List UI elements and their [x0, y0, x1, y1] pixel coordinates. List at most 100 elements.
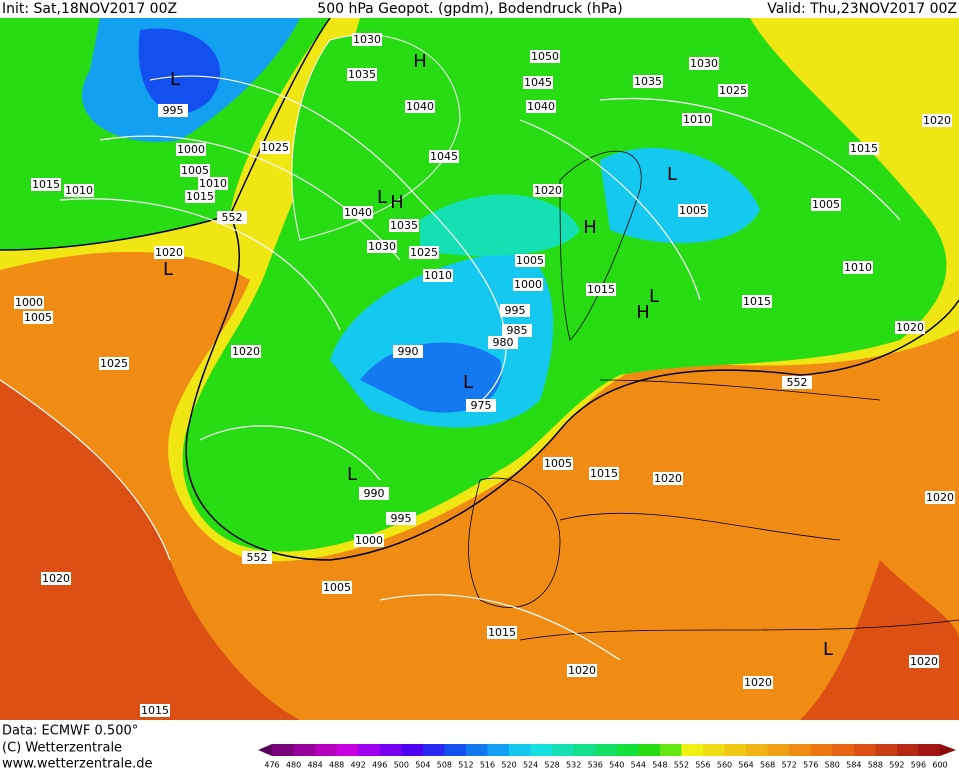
legend-tick-label: 580 — [825, 761, 840, 770]
label-box — [347, 68, 377, 81]
isobar-label: 1040 — [527, 100, 555, 113]
label-box — [682, 113, 712, 126]
label-box — [543, 457, 573, 470]
label-box — [409, 246, 439, 259]
legend-swatch — [552, 744, 575, 756]
label-box — [742, 295, 772, 308]
label-box — [352, 33, 382, 46]
legend-swatch — [336, 744, 359, 756]
isobar-label: 1045 — [430, 150, 458, 163]
legend-arrow — [258, 744, 272, 756]
label-box — [678, 204, 708, 217]
label-box — [154, 246, 184, 259]
label-box — [523, 76, 553, 89]
legend-tick-label: 492 — [351, 761, 366, 770]
isobar-label: 1035 — [348, 68, 376, 81]
legend-swatch — [810, 744, 833, 756]
legend-swatch — [638, 744, 661, 756]
legend-swatch — [681, 744, 704, 756]
legend-tick-label: 588 — [868, 761, 883, 770]
isobar-label: 1000 — [514, 278, 542, 291]
label-box — [429, 150, 459, 163]
isobar-label: 1010 — [65, 184, 93, 197]
legend-swatch — [789, 744, 812, 756]
isobar-label: 1005 — [679, 204, 707, 217]
label-box — [633, 75, 663, 88]
legend-tick-label: 592 — [889, 761, 904, 770]
isobar-label: 1015 — [590, 467, 618, 480]
isobar-label: 1020 — [744, 676, 772, 689]
legend-swatch — [832, 744, 855, 756]
isobar-label: 1020 — [896, 321, 924, 334]
label-box — [895, 321, 925, 334]
label-box — [502, 324, 532, 337]
legend-swatch — [379, 744, 402, 756]
label-box — [515, 254, 545, 267]
label-box — [530, 50, 560, 63]
legend-tick-label: 532 — [566, 761, 581, 770]
isobar-label: 1005 — [181, 164, 209, 177]
label-box — [176, 143, 206, 156]
isobar-label: 1020 — [534, 184, 562, 197]
pressure-center: H — [413, 51, 427, 72]
label-box — [31, 178, 61, 191]
label-box — [231, 345, 261, 358]
legend-swatch — [767, 744, 790, 756]
legend-tick-label: 572 — [782, 761, 797, 770]
legend-swatch — [465, 744, 488, 756]
legend-tick-label: 548 — [652, 761, 667, 770]
isobar-label: 1020 — [926, 491, 954, 504]
isobar-label: 1030 — [353, 33, 381, 46]
label-box — [389, 219, 419, 232]
map — [0, 17, 959, 720]
legend-tick-label: 556 — [695, 761, 710, 770]
legend-tick-label: 560 — [717, 761, 732, 770]
isobar-label: 1025 — [261, 141, 289, 154]
isobar — [0, 379, 171, 561]
isobar-label: 1035 — [634, 75, 662, 88]
label-box — [198, 177, 228, 190]
pressure-center: L — [377, 187, 387, 208]
legend-swatch — [659, 744, 682, 756]
legend-swatch — [487, 744, 510, 756]
isobar-label: 1020 — [42, 572, 70, 585]
label-box — [843, 261, 873, 274]
warm-field — [800, 560, 959, 720]
isobar-label: 1015 — [488, 626, 516, 639]
isobar-label: 1020 — [232, 345, 260, 358]
label-box — [849, 142, 879, 155]
legend-tick-label: 564 — [738, 761, 753, 770]
legend-swatch — [272, 744, 295, 756]
legend-swatch — [401, 744, 424, 756]
isobar-label: 1040 — [406, 100, 434, 113]
low-field — [360, 342, 502, 413]
legend-tick-label: 600 — [932, 761, 947, 770]
isobar-label: 1005 — [516, 254, 544, 267]
label-box — [242, 551, 272, 564]
pressure-center: L — [347, 464, 357, 485]
label-box — [567, 664, 597, 677]
map-title: 500 hPa Geopot. (gpdm), Bodendruck (hPa) — [317, 1, 622, 17]
isobar-label: 1015 — [850, 142, 878, 155]
isobar-label: 1025 — [719, 84, 747, 97]
label-box — [354, 534, 384, 547]
legend-tick-label: 516 — [480, 761, 495, 770]
label-box — [423, 269, 453, 282]
label-box — [586, 283, 616, 296]
legend-tick-label: 500 — [394, 761, 409, 770]
legend-tick-label: 528 — [544, 761, 559, 770]
label-box — [260, 141, 290, 154]
legend-swatch — [573, 744, 596, 756]
isobar-label: 1000 — [355, 534, 383, 547]
legend-swatch — [875, 744, 898, 756]
legend-tick-label: 584 — [846, 761, 861, 770]
legend-swatch — [293, 744, 316, 756]
isobar-label: 1015 — [186, 190, 214, 203]
isobar-label: 1040 — [344, 206, 372, 219]
label-box — [140, 704, 170, 717]
isobar-label: 995 — [163, 104, 184, 117]
isobar-label: 1035 — [390, 219, 418, 232]
label-box — [158, 104, 188, 117]
label-box — [367, 240, 397, 253]
legend-swatch — [444, 744, 467, 756]
